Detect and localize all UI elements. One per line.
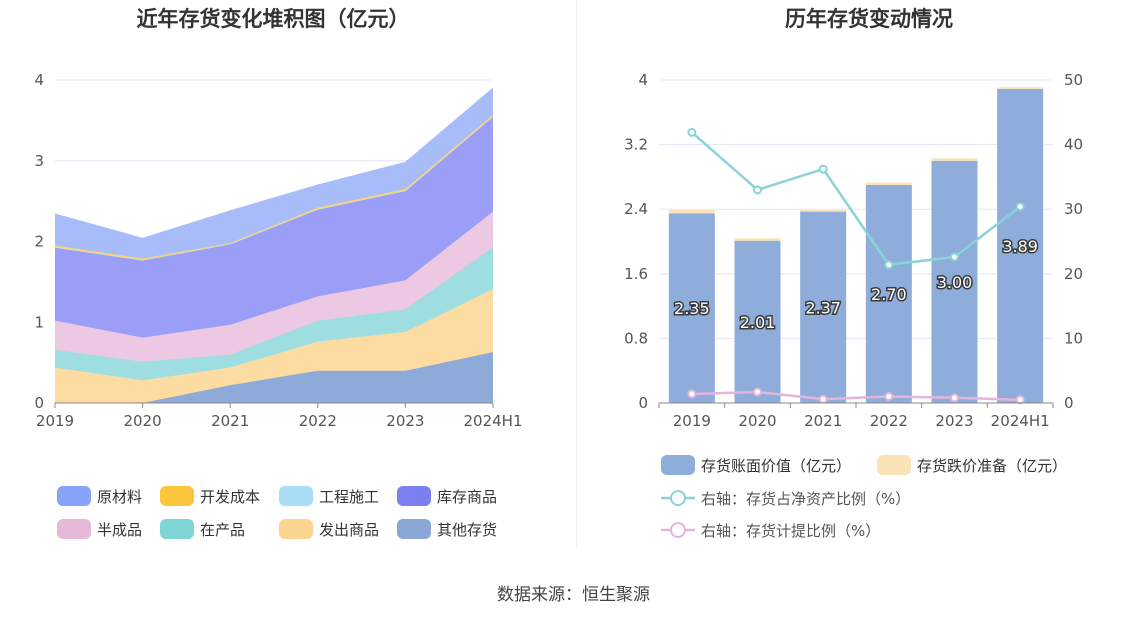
legend-label: 开发成本 [200,488,260,506]
legend-line-marker [670,522,686,538]
legend-swatch-book [661,455,695,475]
bar-provision [931,158,978,161]
bar-provision [734,238,781,241]
line-point [950,393,959,403]
y-right-tick-label: 0 [1064,394,1074,412]
bar-book-value [800,211,847,403]
line-point [884,392,894,402]
line-point [687,127,697,137]
bar-book-value [931,160,978,403]
y-tick-label: 1 [34,313,44,331]
x-tick-label: 2022 [299,412,337,430]
line-point [753,387,762,397]
line-point [884,260,894,270]
y-tick-label: 2 [34,233,44,251]
y-right-tick-label: 20 [1064,265,1083,283]
legend-line-marker [670,490,686,506]
bar-book-value [865,184,912,403]
stacked-area-chart: 近年存货变化堆积图（亿元） 0 1 2 3 4 2019 2020 2021 2022 2023 20… [34,7,523,539]
y-tick-label: 3 [34,152,44,170]
legend-swatch-其他存货 [397,519,431,539]
line-point [818,394,828,404]
y-right-tick-label: 10 [1064,329,1083,347]
line-point [1015,395,1025,405]
line-右轴：存货计提比例（%） [691,390,1021,402]
bar-data-label: 2.37 [805,298,841,317]
x-tick-label: 2024H1 [991,412,1050,430]
bar-book-value [668,213,715,403]
x-tick-label: 2024H1 [464,412,523,430]
y-left-tick-label: 4 [638,71,648,89]
x-tick-label: 2022 [870,412,908,430]
bar-provision [800,210,847,212]
legend-swatch-发出商品 [279,519,313,539]
legend-swatch-库存商品 [397,486,431,506]
line-右轴：存货占净资产比例（%） [690,131,1021,267]
x-tick-label: 2023 [935,412,973,430]
legend-swatch-在产品 [160,519,194,539]
legend-swatch-原材料 [57,486,91,506]
legend-swatch-工程施工 [279,486,313,506]
chart-title: 近年存货变化堆积图（亿元） [137,7,410,31]
bar-data-label: 2.70 [871,285,907,304]
area-半成品 [55,211,493,362]
bar-book-value [997,88,1044,403]
legend-swatch-开发成本 [160,486,194,506]
legend-label: 存货跌价准备（亿元） [917,457,1067,475]
bar-data-label: 3.89 [1002,237,1038,256]
legend-label: 半成品 [97,521,142,539]
area-发出商品 [55,289,493,403]
area-line-原材料 [54,87,494,239]
x-tick-label: 2019 [673,412,711,430]
area-其他存货 [55,352,493,403]
x-tick-label: 2021 [211,412,249,430]
legend-label: 发出商品 [319,521,379,539]
x-tick-label: 2021 [804,412,842,430]
legend-label: 在产品 [200,521,245,539]
bar-book-value [734,240,781,403]
line-point [818,164,828,174]
bar-provision [668,210,715,214]
data-source-note: 数据来源：恒生聚源 [497,585,650,605]
area-line-开发成本 [54,114,494,260]
area-line-在产品 [54,246,494,363]
legend-label: 库存商品 [437,488,497,506]
y-left-tick-label: 0.8 [624,329,648,347]
y-left-tick-label: 2.4 [624,200,648,218]
legend-label: 右轴：存货占净资产比例（%） [701,490,910,508]
chart-divider [576,0,577,548]
y-left-tick-label: 0 [638,394,648,412]
line-point [950,252,959,262]
y-tick-label: 4 [34,71,44,89]
legend-swatch-半成品 [57,519,91,539]
y-right-tick-label: 30 [1064,200,1083,218]
chart-title: 历年存货变动情况 [785,7,953,31]
legend-label: 原材料 [97,488,142,506]
legend-label: 存货账面价值（亿元） [701,457,851,475]
legend-label: 右轴：存货计提比例（%） [701,522,880,540]
y-left-tick-label: 1.6 [624,265,648,283]
line-point [687,389,697,399]
bar-line-chart: 历年存货变动情况00.81.62.43.24010203040502.352.0… [624,7,1083,540]
legend-swatch-provision [877,455,911,475]
y-right-tick-label: 40 [1064,136,1083,154]
bar-data-label: 2.01 [740,313,776,332]
line-point [753,185,762,195]
y-left-tick-label: 3.2 [624,136,648,154]
area-原材料 [55,88,493,259]
legend-label: 其他存货 [437,521,497,539]
y-right-tick-label: 50 [1064,71,1083,89]
x-tick-label: 2020 [124,412,162,430]
y-tick-label: 0 [34,394,44,412]
bar-data-label: 2.35 [674,299,710,318]
bar-provision [997,87,1044,89]
legend-label: 工程施工 [319,488,379,506]
x-tick-label: 2023 [386,412,424,430]
area-在产品 [55,247,493,381]
bar-data-label: 3.00 [937,273,973,292]
line-point [1015,202,1025,212]
x-tick-label: 2019 [36,412,74,430]
x-tick-label: 2020 [738,412,776,430]
bar-provision [865,182,912,185]
